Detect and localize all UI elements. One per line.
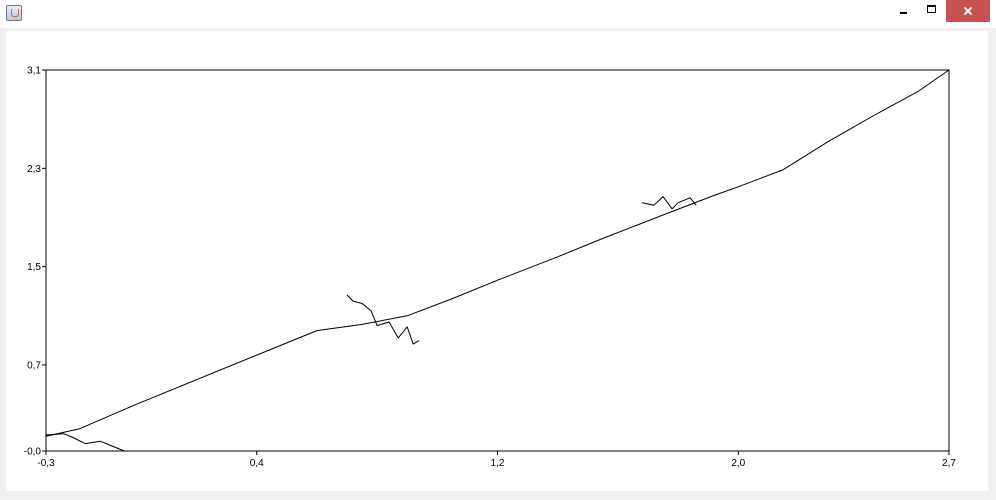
series-line-2 xyxy=(45,433,125,452)
x-tick-label: -0,3 xyxy=(37,458,55,469)
line-chart: -0,3 0,4 1,2 2,0 2,7 -0,0 0,7 1,5 2,3 3,1 xyxy=(24,66,957,470)
maximize-button[interactable] xyxy=(918,0,946,22)
title-bar[interactable] xyxy=(0,0,996,28)
x-tick-label: 2,0 xyxy=(731,458,745,469)
series-line-1 xyxy=(45,69,950,437)
y-tick-label: 1,5 xyxy=(27,262,41,273)
x-tick-label: 1,2 xyxy=(491,458,505,469)
series-line-4 xyxy=(641,196,697,210)
x-tick-label: 0,4 xyxy=(250,458,264,469)
y-axis: -0,0 0,7 1,5 2,3 3,1 xyxy=(24,66,46,458)
y-tick-label: 0,7 xyxy=(27,360,41,371)
plot-lines xyxy=(45,69,950,452)
plot-area xyxy=(45,69,950,452)
close-button[interactable] xyxy=(946,0,990,22)
java-cup-icon[interactable] xyxy=(6,5,22,21)
chart-panel: -0,3 0,4 1,2 2,0 2,7 -0,0 0,7 1,5 2,3 3,1 xyxy=(6,31,988,491)
y-tick-label: -0,0 xyxy=(24,447,42,458)
x-axis: -0,3 0,4 1,2 2,0 2,7 xyxy=(37,451,956,469)
y-tick-label: 2,3 xyxy=(27,164,41,175)
y-tick-label: 3,1 xyxy=(27,66,41,77)
x-tick-label: 2,7 xyxy=(942,458,956,469)
minimize-button[interactable] xyxy=(890,0,918,22)
series-line-3 xyxy=(346,294,420,345)
